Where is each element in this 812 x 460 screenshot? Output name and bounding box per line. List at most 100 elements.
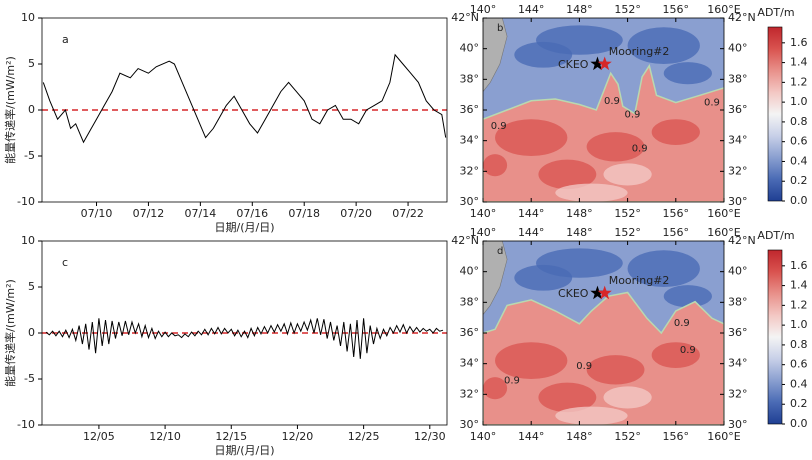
field-blob <box>483 154 508 177</box>
y-tick-label-right: 38° <box>728 72 748 85</box>
data-line <box>42 53 447 144</box>
panel-label: a <box>62 33 69 46</box>
y-tick-label: 40° <box>460 265 480 278</box>
y-tick-label: 5 <box>28 57 35 70</box>
contour-label: 0.9 <box>704 97 720 108</box>
x-axis-label: 日期/(月/日) <box>215 444 275 457</box>
y-tick-label: 30° <box>460 418 480 431</box>
y-axis-label: 能量传递率/(mW/m²) <box>3 279 17 387</box>
x-tick-label: 152° <box>614 430 641 443</box>
x-tick-label: 160°E <box>707 207 740 220</box>
y-tick-label: 30° <box>460 195 480 208</box>
colorbar-tick-label: 1.4 <box>790 279 808 292</box>
x-tick-label-top: 160°E <box>707 226 740 239</box>
y-axis-label: 能量传递率/(mW/m²) <box>3 56 17 164</box>
station-label: Mooring#2 <box>609 274 670 287</box>
x-tick-label: 156° <box>663 430 690 443</box>
field-blob <box>586 132 645 162</box>
x-tick-label-top: 152° <box>614 226 641 239</box>
x-tick-label: 07/20 <box>340 207 372 220</box>
panel-label: b <box>497 23 503 34</box>
land <box>483 241 508 316</box>
field-blob <box>514 264 573 291</box>
field-blob <box>663 285 712 308</box>
field-blob <box>514 41 573 68</box>
y-tick-label: 40° <box>460 42 480 55</box>
x-tick-label: 12/05 <box>83 430 115 443</box>
x-tick-label-top: 140° <box>470 226 497 239</box>
map-field <box>483 18 724 202</box>
y-tick-label-right: 34° <box>728 357 748 370</box>
field-blob <box>663 62 712 85</box>
y-tick-label-right: 36° <box>728 103 748 116</box>
contour-label: 0.9 <box>504 376 520 387</box>
x-tick-label: 156° <box>663 207 690 220</box>
colorbar-tick-label: 0.6 <box>790 135 808 148</box>
y-tick-label: 10 <box>21 234 35 247</box>
y-tick-label: -10 <box>17 195 35 208</box>
colorbar-tick-label: 0.0 <box>790 417 808 430</box>
y-tick-label-right: 32° <box>728 164 748 177</box>
x-axis-label: 日期/(月/日) <box>215 221 275 234</box>
y-tick-label-right: 30° <box>728 195 748 208</box>
map-field <box>483 241 724 425</box>
y-tick-label: 32° <box>460 164 480 177</box>
map-frame <box>482 17 725 203</box>
field-blob <box>627 250 700 287</box>
y-tick-label: 5 <box>28 280 35 293</box>
colorbar-tick-label: 1.2 <box>790 298 808 311</box>
field-blob <box>495 119 568 156</box>
x-tick-label: 12/10 <box>149 430 181 443</box>
x-tick-label: 12/20 <box>282 430 314 443</box>
station-marker <box>590 56 605 71</box>
field-blob <box>555 406 628 425</box>
colorbar-tick-label: 0.8 <box>790 115 808 128</box>
colorbar-tick-label: 0.2 <box>790 174 808 187</box>
y-tick-label-right: 30° <box>728 418 748 431</box>
colorbar-tick-label: 1.4 <box>790 56 808 69</box>
x-tick-label-top: 148° <box>566 3 593 16</box>
colorbar-tick-label: 0.8 <box>790 338 808 351</box>
y-tick-label: 0 <box>28 326 35 339</box>
colorbar-tick-label: 0.4 <box>790 377 808 390</box>
field-blob <box>603 163 652 186</box>
x-tick-label-top: 140° <box>470 3 497 16</box>
x-tick-label: 148° <box>566 430 593 443</box>
plot-frame <box>41 240 448 426</box>
panel-label: d <box>497 246 503 257</box>
field-blob <box>651 342 700 368</box>
x-tick-label: 07/14 <box>185 207 217 220</box>
colorbar-tick-label: 0.0 <box>790 194 808 207</box>
colorbar-tick-label: 0.4 <box>790 154 808 167</box>
colorbar <box>767 249 783 425</box>
map-frame <box>482 240 725 426</box>
x-tick-label: 144° <box>518 430 545 443</box>
y-tick-label: -5 <box>24 149 35 162</box>
x-tick-label: 07/18 <box>288 207 320 220</box>
station-label: CKEO <box>558 287 589 300</box>
field-blob <box>538 382 597 413</box>
contour-label: 0.9 <box>680 345 696 356</box>
contour-label: 0.9 <box>604 96 620 107</box>
field-blob <box>555 183 628 202</box>
colorbar-tick-label: 1.2 <box>790 75 808 88</box>
field-blob <box>495 342 568 379</box>
y-tick-label-right: 38° <box>728 295 748 308</box>
field-blob <box>603 386 652 409</box>
x-tick-label-top: 148° <box>566 226 593 239</box>
y-tick-label: 34° <box>460 357 480 370</box>
colorbar-tick-label: 1.0 <box>790 95 808 108</box>
x-tick-label-top: 156° <box>663 226 690 239</box>
y-tick-label-right: 40° <box>728 265 748 278</box>
x-tick-label: 140° <box>470 207 497 220</box>
station-marker <box>597 285 612 300</box>
x-tick-label-top: 144° <box>518 3 545 16</box>
colorbar-tick-label: 1.6 <box>790 259 808 272</box>
x-tick-label-top: 144° <box>518 226 545 239</box>
plot-frame <box>41 17 448 203</box>
field-blob <box>483 377 508 400</box>
x-tick-label-top: 152° <box>614 3 641 16</box>
y-tick-label: 42°N <box>451 234 479 247</box>
y-tick-label: 42°N <box>451 11 479 24</box>
